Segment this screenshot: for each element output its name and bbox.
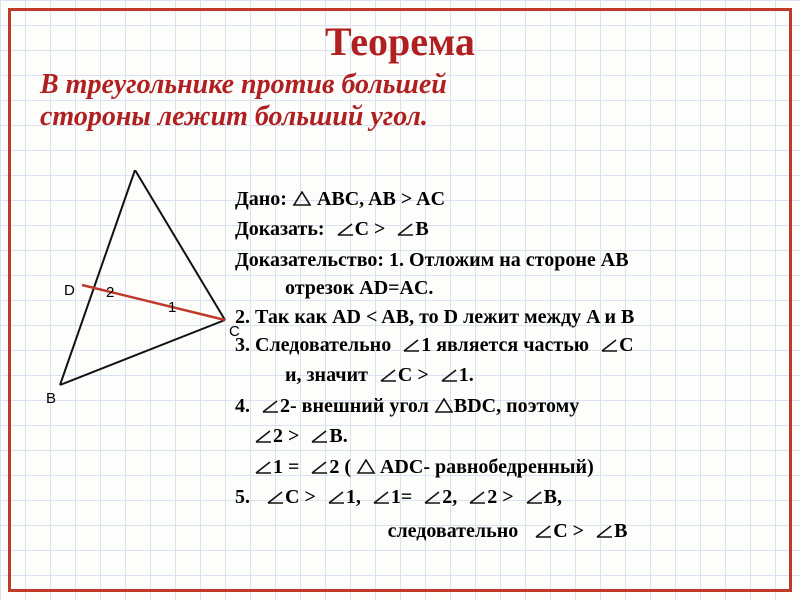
svg-text:2: 2 xyxy=(106,284,114,301)
theorem-statement: В треугольнике против большей стороны ле… xyxy=(40,69,760,133)
p7c: 1, xyxy=(346,486,361,508)
proof-conclusion-a: следовательно xyxy=(388,520,519,542)
proof-step-2: 2. Так как AD < AB, то D лежит между A и… xyxy=(235,303,780,331)
prove-label: Доказать: xyxy=(235,218,325,240)
content-root: Теорема В треугольнике против большей ст… xyxy=(0,0,800,600)
proof-step-4b: 2 > B. xyxy=(253,422,780,452)
page-title: Теорема xyxy=(0,18,800,65)
angle-icon xyxy=(533,519,553,547)
p7g: B, xyxy=(544,486,562,508)
angle-icon xyxy=(395,217,415,245)
proof-step-4c-b: 2 ( xyxy=(329,456,351,478)
angle-icon xyxy=(401,333,421,361)
proof-conclusion: следовательно C > B xyxy=(235,517,780,547)
subtitle-line2: стороны лежит больший угол. xyxy=(40,101,428,132)
proof-step-3a-end: C xyxy=(619,334,633,356)
svg-text:D: D xyxy=(64,282,75,299)
angle-icon xyxy=(371,485,391,513)
triangle-icon xyxy=(292,187,312,215)
angle-icon xyxy=(309,424,329,452)
angle-icon xyxy=(599,333,619,361)
angle-icon xyxy=(439,363,459,391)
angle-icon xyxy=(260,394,280,422)
p7e: 2, xyxy=(442,486,457,508)
svg-text:1: 1 xyxy=(168,299,176,316)
given-label: Дано: xyxy=(235,188,287,210)
proof-step-3b-text: и, значит xyxy=(285,364,368,386)
prove-line: Доказать: C > B xyxy=(235,215,780,245)
p7d: 1= xyxy=(391,486,412,508)
proof-step-3a: 3. Следовательно 1 является частью C xyxy=(235,331,780,361)
given-line: Дано: ABC, AB > AC xyxy=(235,185,780,215)
proof-step-4c: 1 = 2 ( ADC- равнобедренный) xyxy=(253,453,780,483)
angle-icon xyxy=(594,519,614,547)
prove-mid: C > xyxy=(355,218,386,240)
angle-icon xyxy=(309,455,329,483)
angle-icon xyxy=(378,363,398,391)
proof-step-3a-mid: 1 является частью xyxy=(421,334,589,356)
proof-step-4-end: BDC, поэтому xyxy=(454,395,579,417)
proof-step-4c-a: 1 = xyxy=(273,456,299,478)
proof-step-1b: отрезок AD=AC. xyxy=(285,274,780,302)
proof-step-3b: и, значит C > 1. xyxy=(285,361,780,391)
angle-icon xyxy=(265,485,285,513)
p7b: C > xyxy=(285,486,316,508)
proof-step-3b-mid: C > xyxy=(398,364,429,386)
proof-step-4c-c: ADC- равнобедренный) xyxy=(380,456,594,478)
proof-step-1a: Доказательство: 1. Отложим на стороне AB xyxy=(235,246,780,274)
proof-step-4-mid: 2- внешний угол xyxy=(280,395,429,417)
triangle-icon xyxy=(356,455,376,483)
proof-step-5-num: 5. xyxy=(235,486,250,508)
proof-block: Дано: ABC, AB > AC Доказать: C > B Доказ… xyxy=(235,185,780,548)
angle-icon xyxy=(422,485,442,513)
angle-icon xyxy=(326,485,346,513)
svg-text:B: B xyxy=(46,390,56,407)
proof-step-5: 5. C > 1, 1= 2, 2 > B, xyxy=(235,483,780,513)
angle-icon xyxy=(335,217,355,245)
proof-step-4b-a: 2 > xyxy=(273,425,299,447)
angle-icon xyxy=(253,424,273,452)
angle-icon xyxy=(253,455,273,483)
proof-conclusion-c: B xyxy=(614,520,627,542)
angle-icon xyxy=(524,485,544,513)
proof-step-4b-b: B. xyxy=(329,425,347,447)
triangle-diagram: ABCD12 xyxy=(20,170,240,420)
proof-step-4: 4. 2- внешний угол BDC, поэтому xyxy=(235,392,780,422)
proof-step-3b-end: 1. xyxy=(459,364,474,386)
triangle-icon xyxy=(434,394,454,422)
proof-conclusion-b: C > xyxy=(553,520,584,542)
proof-step-4-num: 4. xyxy=(235,395,250,417)
proof-step-3a-text: 3. Следовательно xyxy=(235,334,391,356)
subtitle-line1: В треугольнике против большей xyxy=(40,69,447,100)
given-rest: ABC, AB > AC xyxy=(317,188,445,210)
angle-icon xyxy=(467,485,487,513)
prove-end: B xyxy=(415,218,428,240)
p7f: 2 > xyxy=(487,486,513,508)
